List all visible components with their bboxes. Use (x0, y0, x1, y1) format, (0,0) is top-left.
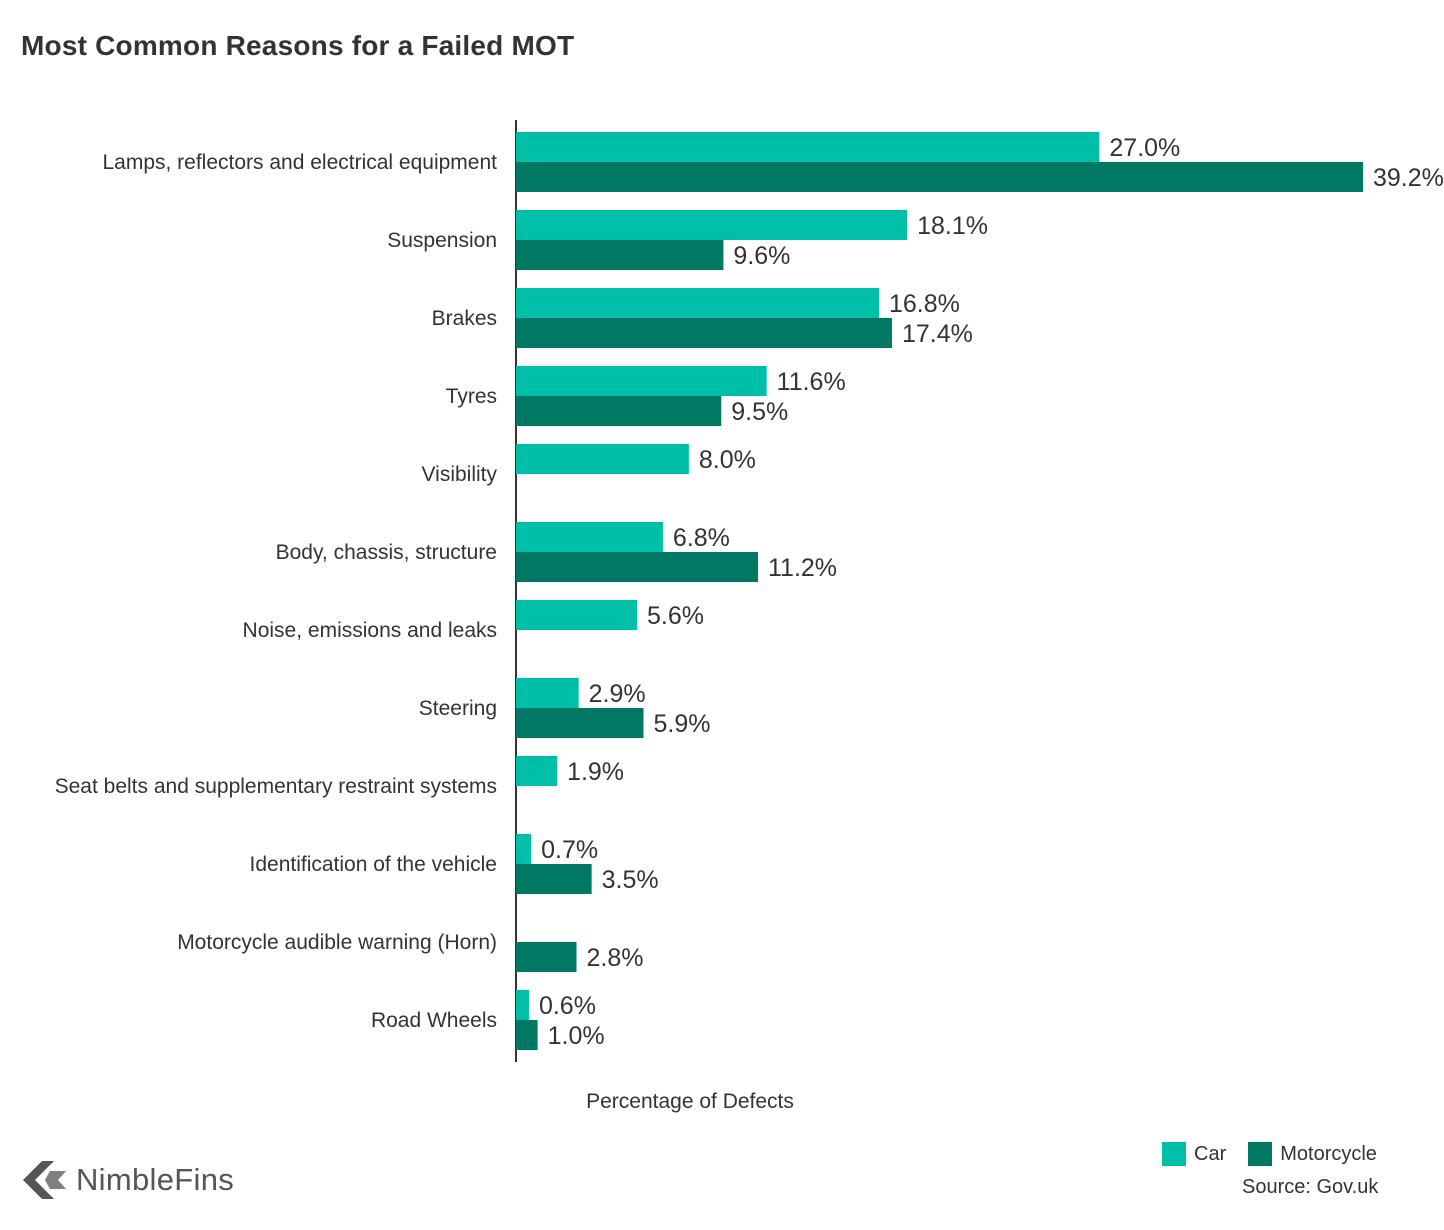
bar-car (516, 444, 689, 474)
bar-car (516, 678, 579, 708)
legend-item-motorcycle: Motorcycle (1248, 1142, 1377, 1166)
bar-motorcycle (516, 162, 1363, 192)
data-label-car: 27.0% (1109, 134, 1180, 162)
data-label-car: 2.9% (589, 680, 646, 708)
bar-motorcycle (516, 396, 722, 426)
brand-name: NimbleFins (76, 1162, 235, 1197)
category-label: Identification of the vehicle (250, 853, 498, 876)
data-label-motorcycle: 11.2% (768, 554, 837, 582)
bar-car (516, 756, 558, 786)
category-label: Brakes (432, 307, 497, 330)
bar-car (516, 990, 529, 1020)
data-label-car: 1.9% (567, 758, 624, 786)
category-label: Steering (419, 697, 497, 720)
category-label: Tyres (446, 385, 497, 408)
data-label-car: 6.8% (673, 524, 730, 552)
x-axis-title: Percentage of Defects (586, 1090, 794, 1113)
bar-car (516, 210, 908, 240)
data-label-car: 0.7% (541, 836, 598, 864)
legend-swatch-motorcycle (1248, 1142, 1273, 1166)
data-label-car: 11.6% (777, 368, 846, 396)
data-label-motorcycle: 5.9% (653, 710, 710, 738)
bar-car (516, 522, 663, 552)
chevron-left-logo-icon (23, 1161, 66, 1199)
data-label-motorcycle: 9.6% (733, 242, 790, 270)
bar-motorcycle (516, 240, 724, 270)
bar-motorcycle (516, 942, 577, 972)
brand-logo: NimbleFins (20, 1160, 234, 1200)
bar-car (516, 366, 767, 396)
legend-label-motorcycle: Motorcycle (1280, 1142, 1377, 1165)
legend-label-car: Car (1194, 1142, 1227, 1165)
category-label: Noise, emissions and leaks (243, 619, 497, 642)
data-label-car: 16.8% (889, 290, 960, 318)
bar-chart: Lamps, reflectors and electrical equipme… (55, 120, 1444, 1062)
bar-motorcycle (516, 1020, 538, 1050)
data-label-motorcycle: 2.8% (587, 944, 644, 972)
data-label-motorcycle: 1.0% (548, 1022, 605, 1050)
category-label: Lamps, reflectors and electrical equipme… (102, 151, 497, 174)
category-label: Motorcycle audible warning (Horn) (177, 931, 497, 954)
data-label-car: 8.0% (699, 446, 756, 474)
category-label: Visibility (422, 463, 498, 486)
data-label-motorcycle: 9.5% (731, 398, 788, 426)
category-label: Seat belts and supplementary restraint s… (55, 775, 497, 798)
data-label-car: 0.6% (539, 992, 596, 1020)
data-label-motorcycle: 17.4% (902, 320, 973, 348)
legend: Car Motorcycle (1162, 1142, 1399, 1166)
data-label-motorcycle: 39.2% (1373, 164, 1444, 192)
legend-swatch-car (1162, 1142, 1186, 1166)
bar-car (516, 132, 1100, 162)
data-label-car: 18.1% (917, 212, 988, 240)
bar-motorcycle (516, 864, 592, 894)
category-label: Suspension (387, 229, 497, 252)
chart-title: Most Common Reasons for a Failed MOT (21, 30, 575, 61)
data-label-motorcycle: 3.5% (602, 866, 659, 894)
bar-car (516, 288, 879, 318)
bar-car (516, 834, 532, 864)
bar-motorcycle (516, 552, 758, 582)
category-label: Road Wheels (371, 1009, 497, 1032)
bar-motorcycle (516, 708, 644, 738)
category-label: Body, chassis, structure (276, 541, 497, 564)
bar-car (516, 600, 637, 630)
bar-motorcycle (516, 318, 892, 348)
legend-item-car: Car (1162, 1142, 1226, 1166)
source-note: Source: Gov.uk (1242, 1176, 1379, 1198)
data-label-car: 5.6% (647, 602, 704, 630)
